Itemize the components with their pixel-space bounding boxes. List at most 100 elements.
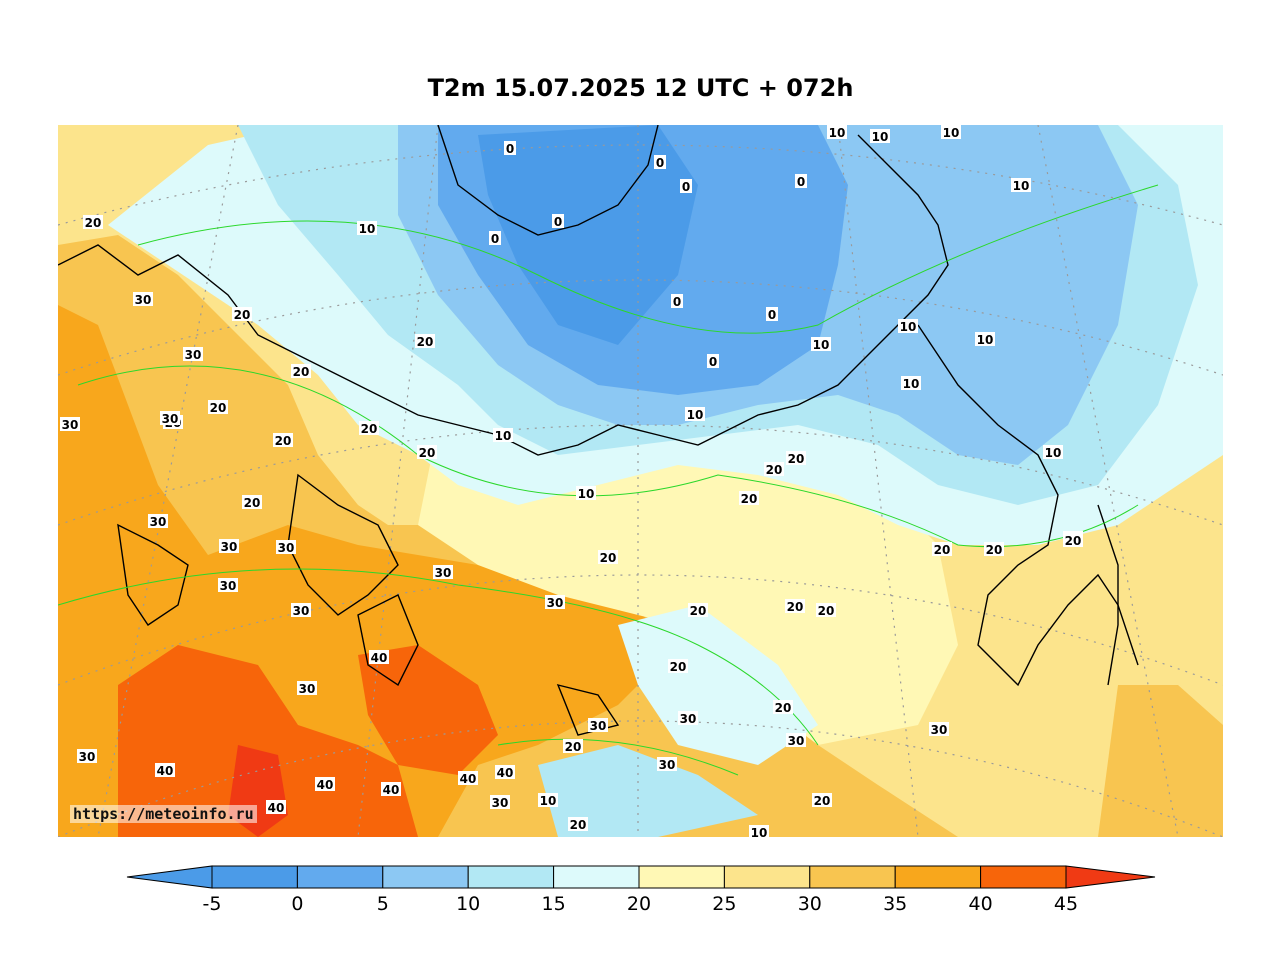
- contour-label: 0: [491, 232, 499, 246]
- contour-label: 40: [497, 766, 514, 780]
- contour-label: 30: [162, 412, 179, 426]
- contour-label: 30: [79, 750, 96, 764]
- contour-label: 20: [419, 446, 436, 460]
- contour-label-bg: [369, 650, 389, 664]
- contour-label-bg: [208, 400, 228, 414]
- contour-label-bg: [739, 491, 759, 505]
- contour-label: 20: [361, 422, 378, 436]
- colorbar-cell: [467, 865, 555, 889]
- contour-label: 30: [931, 723, 948, 737]
- contour-label: 20: [934, 543, 951, 557]
- contour-label-bg: [901, 376, 921, 390]
- contour-label: 40: [371, 651, 388, 665]
- contour-label: 30: [435, 566, 452, 580]
- contour-label-bg: [812, 793, 832, 807]
- contour-label-bg: [433, 565, 453, 579]
- contour-label: 10: [900, 320, 917, 334]
- contour-label: 30: [293, 604, 310, 618]
- zone-15-20-central-asia: [618, 605, 818, 765]
- contour-label-bg: [458, 771, 478, 785]
- contour-label: 20: [818, 604, 835, 618]
- contour-label: 10: [872, 130, 889, 144]
- contour-labels: 0000000001010101010101010101010101010101…: [60, 125, 1083, 837]
- zone-40-45-sw: [118, 645, 418, 837]
- contour-label: 20: [1065, 534, 1082, 548]
- contour-label: 20: [670, 660, 687, 674]
- contour-label-bg: [297, 681, 317, 695]
- contour-label-bg: [155, 763, 175, 777]
- contour-label: 10: [1045, 446, 1062, 460]
- contour-label-bg: [749, 825, 769, 837]
- zone-15-20-tarim: [538, 745, 758, 837]
- contour-label-bg: [232, 307, 252, 321]
- contour-label-bg: [671, 294, 683, 308]
- contour-label: 0: [506, 142, 514, 156]
- contour-label: 10: [687, 408, 704, 422]
- contour-label-bg: [219, 539, 239, 553]
- contour-label: 20: [234, 308, 251, 322]
- contour-label-bg: [941, 125, 961, 139]
- contour-label: 30: [220, 579, 237, 593]
- map-title: T2m 15.07.2025 12 UTC + 072h: [427, 74, 854, 102]
- colorbar-tick-label: 0: [291, 893, 304, 915]
- contour-label-bg: [315, 777, 335, 791]
- contour-label: 30: [299, 682, 316, 696]
- contour-label-bg: [870, 129, 890, 143]
- contour-label-bg: [688, 603, 708, 617]
- contour-label: 20: [775, 701, 792, 715]
- contour-label: 30: [221, 540, 238, 554]
- colorbar-cell: [553, 865, 640, 889]
- contour-label: 30: [680, 712, 697, 726]
- zone-minus5-0-ocean: [478, 125, 698, 345]
- contour-label: 20: [741, 492, 758, 506]
- contour-label: 20: [600, 551, 617, 565]
- colorbar-tick-label: 15: [541, 893, 566, 915]
- contour-label: 10: [977, 333, 994, 347]
- contour-label-bg: [183, 347, 203, 361]
- contour-label-bg: [668, 659, 688, 673]
- contour-label: 0: [709, 355, 717, 369]
- contour-label: 40: [317, 778, 334, 792]
- contour-label-bg: [563, 739, 583, 753]
- contour-label: 20: [570, 818, 587, 832]
- contour-label-bg: [133, 292, 153, 306]
- colorbar-tick-label: 10: [456, 893, 481, 915]
- contour-label: 30: [659, 758, 676, 772]
- contour-label: 30: [590, 719, 607, 733]
- colorbar-ticks: -5 0 5 10 15 20 25 30 35 40 45: [0, 893, 1281, 917]
- colorbar-tick-label: 45: [1053, 893, 1079, 915]
- contour-label-bg: [538, 793, 558, 807]
- contour-label: 0: [554, 215, 562, 229]
- graticule: [58, 125, 1223, 837]
- contour-label-bg: [657, 757, 677, 771]
- contour-label-bg: [381, 782, 401, 796]
- contour-label-bg: [291, 364, 311, 378]
- contour-label-bg: [148, 514, 168, 528]
- contour-label-bg: [785, 599, 805, 613]
- contour-label: 20: [814, 794, 831, 808]
- colorbar-cell: [382, 865, 469, 889]
- contour-label-bg: [60, 417, 80, 431]
- contour-label: 10: [813, 338, 830, 352]
- contour-label-bg: [654, 155, 666, 169]
- contour-label-bg: [678, 711, 698, 725]
- contour-label: 10: [903, 377, 920, 391]
- colorbar-tick-label: 25: [712, 893, 737, 915]
- contour-label: 20: [766, 463, 783, 477]
- contour-label: 0: [682, 180, 690, 194]
- contour-label: 0: [673, 295, 681, 309]
- contour-label: 20: [275, 434, 292, 448]
- temperature-map: 0000000001010101010101010101010101010101…: [58, 125, 1223, 837]
- colorbar-tick-label: 20: [626, 893, 652, 915]
- colorbar-tick-label: 35: [883, 893, 908, 915]
- contour-label-bg: [932, 542, 952, 556]
- colorbar-cell: [723, 865, 811, 889]
- contour-label: 10: [578, 487, 595, 501]
- contour-label: 10: [751, 826, 768, 837]
- contour-label: 40: [460, 772, 477, 786]
- contour-label-bg: [707, 354, 719, 368]
- contour-label-bg: [160, 411, 180, 425]
- contour-label-bg: [1043, 445, 1063, 459]
- contour-label-bg: [816, 603, 836, 617]
- contour-label-bg: [83, 215, 103, 229]
